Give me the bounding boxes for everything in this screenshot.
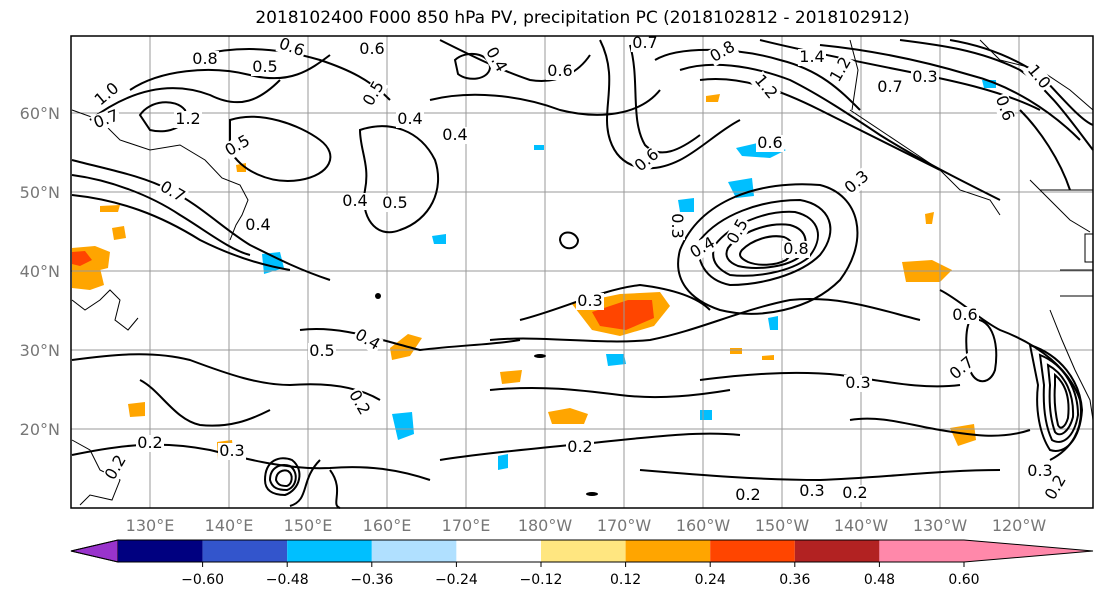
contour-label: 0.4 xyxy=(397,109,422,128)
contour-label: 0.3 xyxy=(219,441,244,460)
contour-label: 0.8 xyxy=(706,37,738,66)
contour-label: 0.6 xyxy=(631,144,663,175)
contour-label: 0.4 xyxy=(482,43,511,75)
lon-label: 130°E xyxy=(126,516,175,535)
lat-label: 40°N xyxy=(20,262,60,281)
contour-label: 0.2 xyxy=(567,437,592,456)
contour-label: 0.3 xyxy=(841,166,873,197)
contour-label: 0.7 xyxy=(157,177,189,206)
contour-label: 0.7 xyxy=(632,33,657,52)
colorbar-cell xyxy=(879,540,964,562)
colorbar-cell xyxy=(541,540,626,562)
contour-label: 0.6 xyxy=(547,61,572,80)
colorbar-tick: 0.60 xyxy=(948,572,979,588)
contour-label: 0.4 xyxy=(245,215,270,234)
contour-label: 0.8 xyxy=(783,239,808,258)
lon-label: 120°W xyxy=(992,516,1047,535)
contour-label: 0.3 xyxy=(577,291,602,310)
contour-label: 0.3 xyxy=(912,67,937,86)
contour-label: 0.3 xyxy=(668,213,687,238)
contour-label: 0.5 xyxy=(221,131,253,160)
lon-label: 160°E xyxy=(363,516,412,535)
contour-label: 0.3 xyxy=(1027,461,1052,480)
contour-blobs xyxy=(375,293,598,496)
lat-labels: 60°N 50°N 40°N 30°N 20°N xyxy=(20,104,60,439)
contour-label: 0.4 xyxy=(342,191,367,210)
contour-label: 0.4 xyxy=(352,325,384,354)
contour-label: 0.5 xyxy=(382,193,407,212)
contour-label: 0.3 xyxy=(845,373,870,392)
lat-label: 60°N xyxy=(20,104,60,123)
contour-label: 0.3 xyxy=(799,481,824,500)
lat-label: 30°N xyxy=(20,341,60,360)
lon-labels: 130°E 140°E 150°E 160°E 170°E 180°W 170°… xyxy=(126,516,1047,535)
contour-label: 0.5 xyxy=(359,77,388,109)
lon-label: 140°E xyxy=(205,516,254,535)
colorbar-tick: 0.36 xyxy=(779,572,810,588)
contour-label: 0.6 xyxy=(757,133,782,152)
lon-label: 180°W xyxy=(518,516,573,535)
gridlines xyxy=(71,36,1093,508)
contour-label: 0.2 xyxy=(101,451,130,483)
contour-label: 0.5 xyxy=(309,341,334,360)
lon-label: 150°E xyxy=(284,516,333,535)
lon-label: 140°W xyxy=(834,516,889,535)
colorbar-cell xyxy=(625,540,711,562)
colorbar-tick: −0.12 xyxy=(520,572,563,588)
colorbar-extend-low xyxy=(70,539,119,563)
lon-label: 170°E xyxy=(442,516,491,535)
contour-label: 1.0 xyxy=(91,78,123,109)
contour-label: 1.4 xyxy=(799,47,824,66)
contour-label: 0.6 xyxy=(359,39,384,58)
contour-label: 0.7 xyxy=(946,352,978,383)
lon-label: 130°W xyxy=(913,516,968,535)
colorbar-tick: 0.24 xyxy=(695,572,726,588)
colorbar-cell xyxy=(202,540,288,562)
colorbar-cell xyxy=(118,540,203,562)
pv-contours xyxy=(71,39,1094,509)
contour-label: 0.4 xyxy=(442,125,467,144)
colorbar-cell xyxy=(456,540,541,562)
lon-label: 170°W xyxy=(597,516,652,535)
colorbar-tick: −0.24 xyxy=(435,572,478,588)
colorbar-tick: −0.36 xyxy=(350,572,393,588)
colorbar-outline xyxy=(70,539,1094,563)
contour-label: 1.2 xyxy=(826,53,855,85)
lat-label: 50°N xyxy=(20,183,60,202)
contour-label: 0.5 xyxy=(252,57,277,76)
contour-label: 0.2 xyxy=(842,483,867,502)
contour-label: 0.2 xyxy=(735,485,760,504)
colorbar-cell xyxy=(371,540,457,562)
contour-label: 0.2 xyxy=(345,386,374,418)
contour-label: 1.0 xyxy=(1024,61,1055,93)
colorbar-cell xyxy=(287,540,372,562)
lon-label: 150°W xyxy=(755,516,810,535)
colorbar: −0.60 −0.48 −0.36 −0.24 −0.12 0.12 0.24 … xyxy=(70,539,1094,588)
lon-label: 160°W xyxy=(676,516,731,535)
colorbar-tick: 0.48 xyxy=(864,572,895,588)
contour-label: 1.2 xyxy=(175,109,200,128)
contour-label: 0.6 xyxy=(952,305,977,324)
map-title: 2018102400 F000 850 hPa PV, precipitatio… xyxy=(255,8,910,28)
colorbar-cell xyxy=(794,540,880,562)
colorbar-tick: 0.12 xyxy=(610,572,641,588)
colorbar-tick: −0.60 xyxy=(181,572,224,588)
lat-label: 20°N xyxy=(20,420,60,439)
colorbar-tick: −0.48 xyxy=(266,572,309,588)
colorbar-cell xyxy=(710,540,795,562)
map-frame xyxy=(70,35,1094,509)
contour-label: 0.2 xyxy=(137,433,162,452)
contour-label: 0.7 xyxy=(877,77,902,96)
contour-label: 0.8 xyxy=(192,49,217,68)
